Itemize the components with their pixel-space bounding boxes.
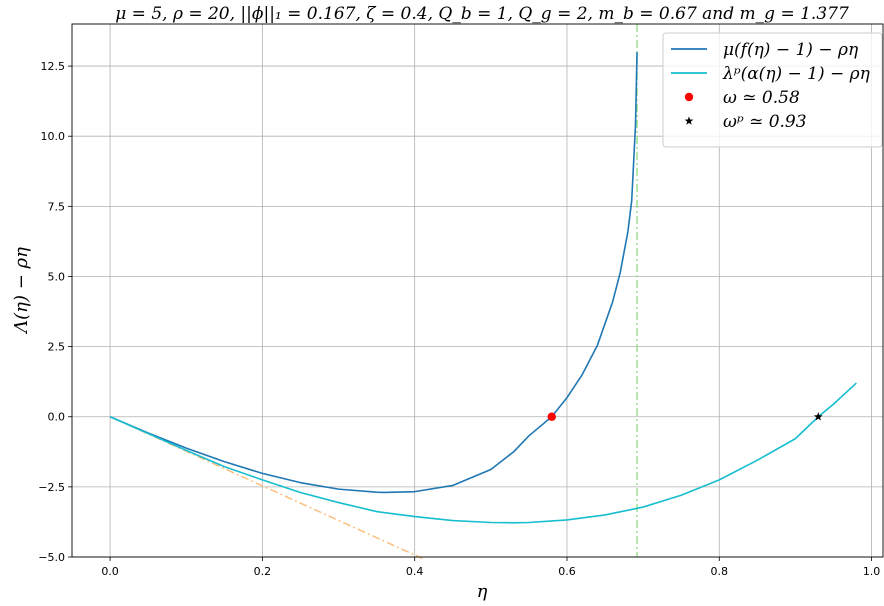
legend-swatch bbox=[684, 116, 694, 125]
legend-label: λᵖ(α(η) − 1) − ρη bbox=[722, 64, 871, 84]
y-tick-label: 7.5 bbox=[48, 200, 66, 213]
x-tick-label: 0.6 bbox=[558, 565, 576, 578]
y-tick-label: −5.0 bbox=[38, 551, 65, 564]
y-tick-label: 10.0 bbox=[41, 130, 66, 143]
legend-box bbox=[662, 32, 883, 148]
x-tick-label: 0.0 bbox=[101, 565, 119, 578]
x-axis-label: η bbox=[477, 581, 488, 602]
y-tick-label: 5.0 bbox=[48, 270, 66, 283]
x-tick-label: 1.0 bbox=[863, 565, 881, 578]
legend-label: μ(f(η) − 1) − ρη bbox=[723, 40, 859, 60]
legend: μ(f(η) − 1) − ρη λᵖ(α(η) − 1) − ρη ω ≃ 0.5… bbox=[662, 32, 883, 148]
x-tick-label: 0.2 bbox=[254, 565, 272, 578]
reference-lines bbox=[109, 24, 638, 560]
y-tick-label: 2.5 bbox=[48, 341, 66, 354]
series-lines bbox=[109, 52, 857, 524]
marker-omega-p bbox=[813, 412, 823, 421]
legend-label: ωᵖ ≃ 0.93 bbox=[723, 112, 807, 132]
y-tick-label: 12.5 bbox=[41, 60, 66, 73]
plot-frame bbox=[71, 23, 884, 558]
series-line-1 bbox=[109, 52, 638, 494]
x-tick-label: 0.4 bbox=[406, 565, 424, 578]
x-ticks: 0.0 0.2 0.4 0.6 0.8 1.0 bbox=[101, 557, 880, 578]
y-tick-label: −2.5 bbox=[38, 481, 65, 494]
marker-omega bbox=[547, 412, 556, 421]
markers bbox=[547, 412, 823, 421]
x-tick-label: 0.8 bbox=[711, 565, 729, 578]
legend-swatch bbox=[684, 92, 694, 102]
series-line-2 bbox=[109, 382, 857, 524]
y-tick-label: 0.0 bbox=[48, 411, 66, 424]
y-axis-label: Λ(η) − ρη bbox=[11, 247, 32, 335]
y-ticks: −5.0 −2.5 0.0 2.5 5.0 7.5 10.0 12.5 bbox=[38, 60, 72, 564]
legend-label: ω ≃ 0.58 bbox=[723, 88, 800, 108]
reference-diagonal-line bbox=[109, 416, 423, 560]
chart-title: μ = 5, ρ = 20, ||ϕ||₁ = 0.167, ζ = 0.4, … bbox=[115, 4, 849, 24]
